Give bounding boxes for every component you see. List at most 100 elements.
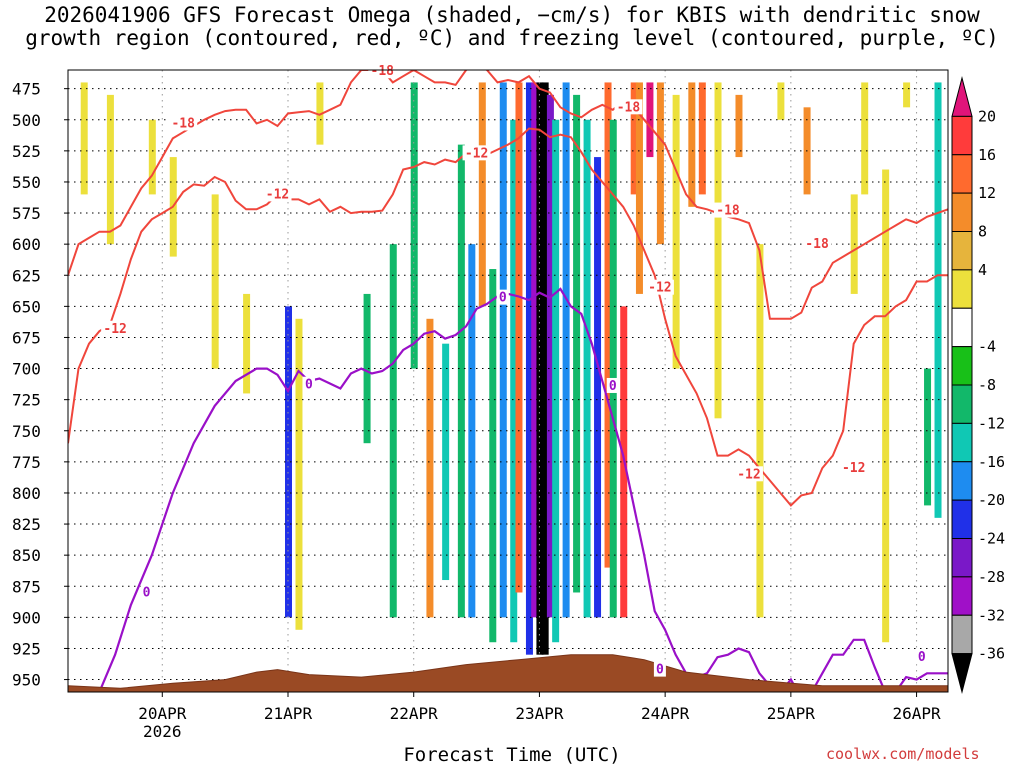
y-tick-label-875: 875 <box>12 577 41 596</box>
plot-frame <box>67 69 949 693</box>
omega-cell-6 <box>285 306 292 618</box>
colorbar-band-4 <box>951 231 973 271</box>
omega-cell-32 <box>609 119 617 618</box>
omega-cell-36 <box>646 82 654 158</box>
colorbar-band-3 <box>951 192 973 232</box>
contour-label-bg-11 <box>302 376 315 392</box>
colorbar-band-11 <box>951 499 973 539</box>
contour-label-bg-1 <box>169 115 198 131</box>
omega-cell-12 <box>426 318 434 618</box>
contour-label-5: -18 <box>617 100 641 115</box>
omega-cell-47 <box>861 82 869 195</box>
contour-label-12: 0 <box>143 585 151 600</box>
colorbar-label-20: 20 <box>978 107 996 125</box>
colorbar-band-1 <box>951 115 973 156</box>
contour-label-15: 0 <box>656 663 664 678</box>
contour-label-1: -18 <box>171 116 195 131</box>
omega-cell-48 <box>882 169 890 643</box>
y-tick-label-775: 775 <box>12 453 41 472</box>
omega-cell-42 <box>735 94 743 158</box>
omega-cell-1 <box>106 94 114 245</box>
omega-cell-26 <box>552 119 560 643</box>
contour-label-bg-15 <box>653 661 666 677</box>
colorbar-label-8: 8 <box>978 223 987 241</box>
contour-label-bg-16 <box>915 649 928 665</box>
contour-label-bg-9 <box>734 466 763 482</box>
omega-cell-29 <box>583 119 591 618</box>
omega-cell-27 <box>562 82 570 618</box>
contour-label-4: -12 <box>465 146 488 161</box>
colorbar-label-16: 16 <box>978 146 996 164</box>
contour-label-bg-13 <box>496 289 509 305</box>
colorbar-label-4: 4 <box>978 261 987 279</box>
y-tick-label-725: 725 <box>12 391 41 410</box>
colorbar-cap-bottom <box>951 653 973 694</box>
title-line-2: growth region (contoured, red, ºC) and f… <box>25 26 999 50</box>
title-line-1: 2026041906 GFS Forecast Omega (shaded, −… <box>44 3 980 27</box>
credit-link[interactable]: coolwx.com/models <box>826 745 980 763</box>
x-tick-label-22APR: 22APR <box>390 704 439 723</box>
y-tick-label-625: 625 <box>12 266 41 285</box>
contour-label-7: -12 <box>648 281 671 296</box>
colorbar-band-10 <box>951 461 973 501</box>
omega-cell-41 <box>714 82 722 419</box>
contour-label-16: 0 <box>918 650 926 665</box>
x-tick-label-25APR: 25APR <box>767 704 816 723</box>
omega-cell-51 <box>934 82 942 518</box>
plot-inner <box>68 70 948 692</box>
colorbar-label--16: -16 <box>978 453 1005 471</box>
colorbar-band-14 <box>951 614 973 655</box>
omega-cell-7 <box>295 318 303 630</box>
colorbar-label--32: -32 <box>978 606 1005 624</box>
colorbar-band-9 <box>951 422 973 463</box>
omega-cell-34 <box>630 82 638 195</box>
contour-label-bg-5 <box>614 99 643 115</box>
axes: 475 500 525 550 575 600 625 650 675 700 725 750 775 8… <box>12 69 949 741</box>
contour-label-bg-0 <box>368 63 397 79</box>
omega-cell-15 <box>468 244 476 618</box>
colorbar-label--36: -36 <box>978 645 1005 663</box>
contour-label-8: -18 <box>805 237 829 252</box>
y-tick-label-800: 800 <box>12 484 41 503</box>
colorbar-label--4: -4 <box>978 338 996 356</box>
omega-cell-9 <box>363 293 371 444</box>
omega-cell-38 <box>672 94 680 369</box>
contour-label-9: -12 <box>737 467 760 482</box>
contour-label-bg-10 <box>839 460 868 476</box>
contour-label-14: 0 <box>609 379 617 394</box>
x-axis-label: Forecast Time (UTC) <box>403 744 621 766</box>
contour-label-11: 0 <box>305 378 313 393</box>
y-tick-label-525: 525 <box>12 142 41 161</box>
x-tick-label-23APR: 23APR <box>515 704 564 723</box>
omega-cell-31 <box>604 82 612 568</box>
contour-label-bg-7 <box>645 279 674 295</box>
colorbar-band-7 <box>951 346 973 386</box>
colorbar-label--8: -8 <box>978 376 996 394</box>
omega-cell-22 <box>531 82 539 618</box>
x-tick-label-26APR: 26APR <box>892 704 941 723</box>
omega-cell-17 <box>489 269 497 643</box>
contour-label-0: -18 <box>371 64 395 79</box>
omega-cell-30 <box>594 157 602 618</box>
contour-label-6: -18 <box>716 204 740 219</box>
dgz-contour-minus12 <box>68 127 948 507</box>
omega-cell-40 <box>698 82 706 195</box>
y-tick-label-500: 500 <box>12 111 41 130</box>
x-tick-label-20APR: 20APR <box>138 704 187 723</box>
chart-title: 2026041906 GFS Forecast Omega (shaded, −… <box>0 4 1024 50</box>
omega-cell-28 <box>573 94 581 593</box>
omega-cell-13 <box>442 343 450 581</box>
y-tick-label-850: 850 <box>12 546 41 565</box>
contour-label-bg-3 <box>101 320 130 336</box>
y-tick-label-675: 675 <box>12 328 41 347</box>
colorbar-band-8 <box>951 384 973 424</box>
contour-label-10: -12 <box>842 461 865 476</box>
y-tick-label-575: 575 <box>12 204 41 223</box>
omega-cell-49 <box>903 82 911 108</box>
colorbar-label--20: -20 <box>978 491 1005 509</box>
omega-cell-44 <box>777 82 785 120</box>
omega-cell-35 <box>635 82 643 294</box>
omega-cell-37 <box>656 82 664 245</box>
y-tick-label-750: 750 <box>12 422 41 441</box>
